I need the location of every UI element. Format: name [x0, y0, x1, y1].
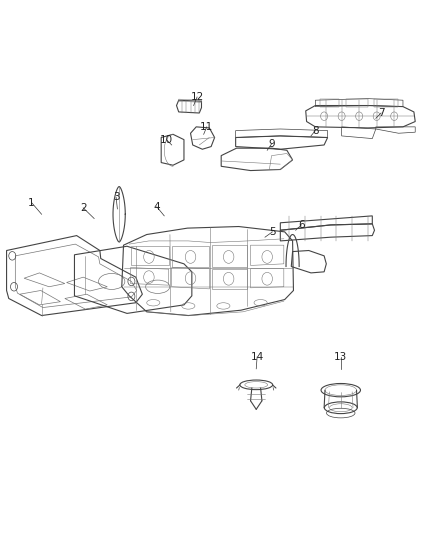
Text: 4: 4 [153, 202, 160, 212]
Text: 9: 9 [268, 139, 275, 149]
Text: 6: 6 [298, 220, 305, 230]
Text: 2: 2 [80, 203, 87, 213]
Text: 12: 12 [191, 92, 204, 102]
Text: 3: 3 [113, 192, 120, 202]
Text: 10: 10 [160, 135, 173, 144]
Text: 7: 7 [378, 108, 385, 118]
Text: 8: 8 [312, 126, 319, 135]
Text: 13: 13 [334, 352, 347, 362]
Text: 14: 14 [251, 352, 264, 362]
Text: 1: 1 [28, 198, 35, 207]
Text: 5: 5 [269, 227, 276, 237]
Text: 11: 11 [200, 122, 213, 132]
